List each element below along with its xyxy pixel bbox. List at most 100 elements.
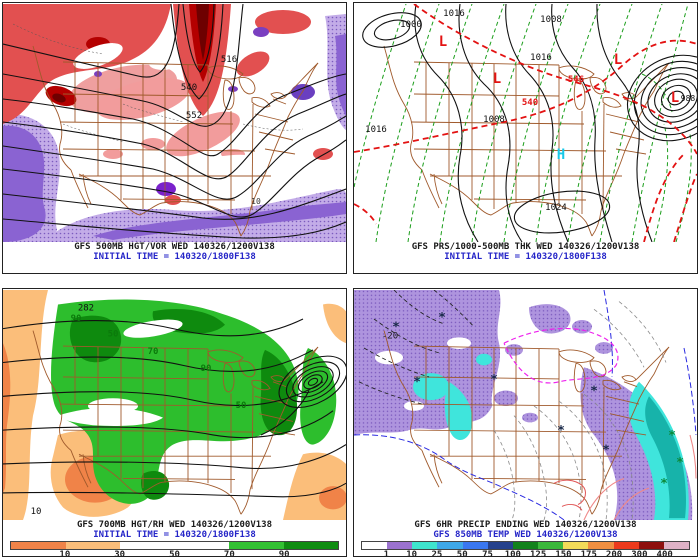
colorbar-tick-label: 10 [406,550,418,560]
contour-label: 10 [31,507,42,517]
colorbar-segment [11,542,66,549]
colorbar-segment [437,542,463,549]
contour-label: 10 [251,197,261,206]
panel-700mb-hgt-rh[interactable]: 282 90 50 70 90 50 10 GFS 700MB HGT/RH WED 140… [2,288,347,560]
high-marker: H [557,147,565,163]
colorbar-segment [638,542,664,549]
panel-500mb-hgt-vor[interactable]: 516 540 552 10 GFS 500MB HGT/VOR WED 140326… [2,2,347,274]
snow-marker: * [413,375,421,390]
panel3-caption: GFS 700MB HGT/RH WED 140326/1200V138 [76,520,273,530]
contour-label: 70 [148,347,159,357]
contour-label: 1024 [545,203,567,213]
panel4-caption2: GFS 850MB TEMP WED 140326/1200V138 [433,530,618,540]
colorbar-tick-label: 50 [169,550,180,560]
rh-colorbar [10,541,339,550]
colorbar-segment [412,542,438,549]
height-contours [3,318,346,498]
contour-label: 1000 [400,20,422,30]
contour-label: 1016 [530,53,552,63]
colorbar-tick-label: 50 [456,550,468,560]
rain-snow-line-magenta [503,327,619,384]
zero-line-blue [354,290,697,520]
panel2-caption: GFS PRS/1000-500MB THK WED 140326/1200V1… [411,242,640,252]
map-labels: -20*** **** *** [382,310,684,491]
colorbar-tick-label: 30 [114,550,126,560]
state-boundaries [32,45,319,237]
temp-contours-below-zero [358,290,475,405]
humidity-fills [3,290,346,520]
contour-label: 552 [186,111,202,121]
panel4-caption: GFS 6HR PRECIP ENDING WED 140326/1200V13… [414,520,637,530]
rh-colorbar-ticks: 10 30 50 70 90 [10,550,339,560]
map-labels: L L L L H 1016 1000 1008 1016 1008 1024 1016 988 540 5… [365,9,695,213]
colorbar-segment [387,542,413,549]
precip-colorbar-ticks: 1 10 25 50 75 100 125 150 175 200 300 400 [361,550,690,560]
colorbar-tick-label: 400 [656,550,673,560]
colorbar-tick-label: 75 [482,550,493,560]
colorbar-tick-label: 100 [504,550,521,560]
snow-marker: * [602,443,610,458]
thickness-contours-red [354,4,697,242]
colorbar-segment [283,542,338,549]
temp-contours-pink [583,434,697,520]
colorbar-tick-label: 200 [605,550,623,560]
colorbar-tick-label: 150 [555,550,572,560]
colorbar-tick-label: 175 [580,550,597,560]
mslp-contours [362,4,697,242]
state-boundaries [383,45,670,237]
snow-marker: * [660,476,668,491]
colorbar-segment [174,542,229,549]
colorbar-segment [538,542,564,549]
snow-marker: * [668,428,676,443]
low-marker: L [671,90,679,106]
contour-label: 988 [681,94,696,103]
contour-label: 546 [568,75,584,85]
thickness-contours-green [354,4,692,242]
colorbar-segment [588,542,614,549]
contour-label: 90 [201,364,212,374]
contour-label: 1016 [443,9,465,19]
precip-fills [354,290,693,520]
state-boundaries [32,330,319,515]
contour-label: 1016 [365,125,387,135]
colorbar-tick-label: 300 [631,550,648,560]
colorbar-tick-label: 25 [431,550,443,560]
colorbar-segment [462,542,488,549]
snow-marker: * [392,320,400,335]
contour-label: 540 [522,98,538,108]
contour-label: 1008 [540,15,562,25]
contour-label: -20 [382,331,398,341]
map-500mb-hgt-vor: 516 540 552 10 [3,4,346,242]
contour-label: 50 [108,330,119,340]
map-precip-850temp: -20*** **** *** [354,290,697,520]
temp-contours-gray [493,301,667,520]
colorbar-segment [563,542,589,549]
colorbar-segment [65,542,120,549]
panel2-init-time: INITIAL TIME = 140320/1800F138 [444,252,607,262]
snow-marker: * [557,423,565,438]
snow-marker: * [590,384,598,399]
contour-label: 1008 [483,115,505,125]
panel-prs-thickness[interactable]: L L L L H 1016 1000 1008 1016 1008 1024 1016 988 540 5… [353,2,698,274]
colorbar-tick-label: 90 [278,550,290,560]
contour-label: 282 [78,303,94,313]
colorbar-segment [663,542,690,549]
colorbar-segment [362,542,388,549]
panel-precip-850temp[interactable]: -20 * * * * * * * * * * GFS 6HR PRECIP ENDING WED … [353,288,698,560]
height-contours [3,4,346,239]
colorbar-segment [229,542,284,549]
snow-marker: * [438,310,446,325]
map-prs-thickness: L L L L H 1016 1000 1008 1016 1008 1024 1016 988 540 5… [354,4,697,242]
colorbar-segment [512,542,539,549]
contour-label: 516 [221,55,237,65]
panel1-caption: GFS 500MB HGT/VOR WED 140326/1200V138 [74,242,275,252]
colorbar-segment [487,542,513,549]
snow-marker: * [490,372,498,387]
snow-marker: * [676,455,684,470]
colorbar-tick-label: 10 [59,550,71,560]
map-labels: 516 540 552 10 [181,55,261,206]
colorbar-tick-label: 125 [530,550,547,560]
colorbar-segment [120,542,175,549]
